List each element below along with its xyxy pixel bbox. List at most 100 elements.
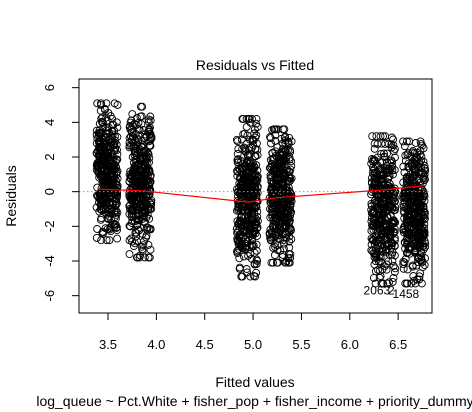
data-point bbox=[389, 141, 398, 150]
data-point bbox=[274, 192, 283, 201]
data-point bbox=[142, 165, 151, 174]
y-tick-label: 0 bbox=[42, 188, 57, 195]
data-point bbox=[282, 258, 291, 267]
data-point bbox=[237, 219, 246, 228]
data-point bbox=[237, 272, 246, 281]
data-point bbox=[234, 220, 243, 229]
data-point bbox=[92, 149, 101, 157]
x-tick-label: 3.5 bbox=[99, 337, 117, 352]
data-point bbox=[132, 232, 141, 241]
data-point bbox=[233, 158, 242, 167]
data-point bbox=[251, 272, 260, 281]
x-tick-label: 5.5 bbox=[292, 337, 310, 352]
data-point bbox=[367, 240, 376, 249]
x-tick-label: 4.5 bbox=[196, 337, 214, 352]
data-point bbox=[249, 189, 258, 198]
data-point bbox=[413, 217, 422, 226]
data-point bbox=[233, 137, 242, 146]
data-point bbox=[252, 268, 261, 277]
data-point bbox=[286, 165, 295, 174]
data-point bbox=[382, 245, 391, 254]
data-point bbox=[390, 218, 398, 227]
data-point bbox=[409, 184, 418, 193]
data-point bbox=[106, 132, 115, 141]
data-point bbox=[280, 191, 289, 200]
data-point bbox=[240, 243, 249, 252]
x-tick-label: 4.0 bbox=[147, 337, 165, 352]
x-tick-label: 6.0 bbox=[341, 337, 359, 352]
data-point bbox=[145, 181, 154, 190]
data-point bbox=[265, 229, 274, 238]
y-tick-label: 2 bbox=[42, 153, 57, 160]
data-point bbox=[409, 225, 418, 234]
data-point bbox=[125, 250, 134, 259]
data-point bbox=[266, 133, 274, 141]
data-point bbox=[233, 149, 242, 158]
data-point bbox=[125, 221, 134, 230]
data-point bbox=[367, 205, 376, 214]
outlier-label: 2063 bbox=[364, 283, 391, 297]
data-point bbox=[266, 204, 274, 213]
data-point bbox=[387, 239, 396, 248]
data-point bbox=[286, 250, 295, 259]
data-point bbox=[127, 234, 136, 243]
data-point bbox=[108, 114, 117, 123]
data-point bbox=[368, 132, 377, 141]
data-point bbox=[133, 220, 142, 229]
data-point bbox=[270, 251, 279, 260]
data-point bbox=[382, 260, 391, 269]
data-point bbox=[381, 164, 390, 173]
data-point bbox=[248, 236, 257, 245]
data-point bbox=[401, 188, 410, 197]
data-point bbox=[406, 173, 414, 182]
data-point bbox=[417, 139, 426, 148]
data-point bbox=[134, 125, 143, 134]
data-point bbox=[378, 244, 387, 253]
y-tick-label: 4 bbox=[42, 119, 57, 126]
data-point bbox=[245, 114, 254, 123]
data-point bbox=[143, 185, 152, 194]
data-point bbox=[92, 233, 101, 242]
data-point bbox=[251, 170, 260, 179]
data-point bbox=[389, 170, 397, 179]
data-point bbox=[132, 113, 141, 122]
data-point bbox=[242, 191, 251, 200]
data-point bbox=[139, 241, 148, 250]
data-point bbox=[371, 279, 380, 288]
data-point bbox=[372, 132, 381, 141]
data-point bbox=[136, 179, 145, 188]
data-point bbox=[105, 236, 114, 245]
data-point bbox=[130, 168, 139, 177]
data-point bbox=[244, 158, 253, 167]
data-point bbox=[278, 250, 287, 259]
data-point bbox=[109, 220, 118, 229]
data-point bbox=[128, 205, 137, 214]
data-point bbox=[399, 264, 408, 273]
data-point bbox=[376, 132, 385, 141]
data-point bbox=[269, 125, 278, 134]
data-point bbox=[411, 246, 420, 255]
data-point bbox=[107, 215, 116, 224]
data-point bbox=[140, 196, 148, 205]
data-point bbox=[109, 161, 118, 170]
data-point bbox=[401, 244, 410, 253]
data-point bbox=[240, 206, 249, 215]
data-point bbox=[95, 207, 104, 216]
data-point bbox=[402, 137, 411, 146]
data-point bbox=[108, 199, 117, 208]
data-point bbox=[239, 114, 248, 123]
data-point bbox=[251, 227, 259, 236]
data-point bbox=[99, 122, 108, 131]
data-point bbox=[377, 200, 386, 209]
data-point bbox=[266, 186, 275, 195]
data-point bbox=[101, 178, 110, 187]
data-point bbox=[267, 139, 275, 148]
data-point bbox=[131, 173, 140, 182]
data-point bbox=[384, 140, 393, 148]
data-point bbox=[110, 132, 119, 141]
data-point bbox=[415, 158, 424, 167]
data-point bbox=[415, 253, 424, 262]
data-point bbox=[386, 158, 395, 167]
data-point bbox=[389, 262, 398, 270]
